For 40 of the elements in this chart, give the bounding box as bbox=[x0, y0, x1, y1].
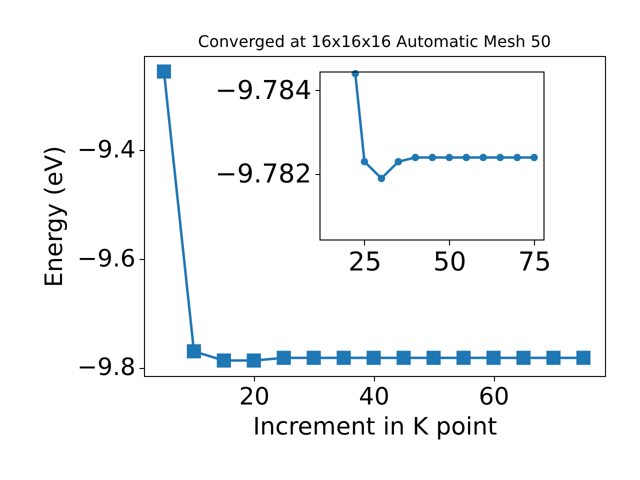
point bbox=[486, 350, 501, 365]
point bbox=[276, 350, 291, 365]
y-axis-title: Energy (eV) bbox=[40, 146, 68, 288]
point bbox=[186, 344, 201, 358]
y-tick-label: −9.784 bbox=[215, 76, 312, 106]
x-tick-label: 75 bbox=[518, 248, 552, 278]
point bbox=[216, 353, 231, 368]
point bbox=[396, 350, 411, 365]
point bbox=[462, 154, 470, 162]
x-tick-label: 40 bbox=[358, 382, 390, 410]
point bbox=[336, 350, 351, 365]
point bbox=[446, 154, 454, 162]
x-axis-title: Increment in K point bbox=[252, 412, 498, 440]
x-tick-label: 25 bbox=[348, 248, 382, 278]
point bbox=[496, 154, 504, 162]
point bbox=[378, 174, 386, 182]
point bbox=[480, 154, 487, 162]
point bbox=[366, 350, 381, 365]
point bbox=[426, 350, 441, 365]
point bbox=[456, 350, 471, 365]
point bbox=[246, 353, 261, 368]
y-tick-label: −9.782 bbox=[215, 160, 312, 190]
y-tick-label: −9.8 bbox=[77, 353, 136, 382]
chart-title: Converged at 16x16x16 Automatic Mesh 50 bbox=[198, 32, 551, 51]
point bbox=[513, 154, 521, 162]
point bbox=[546, 350, 561, 365]
x-tick-label: 50 bbox=[433, 248, 466, 278]
y-tick-label: −9.4 bbox=[77, 135, 136, 164]
point bbox=[306, 350, 321, 365]
x-tick-label: 60 bbox=[478, 382, 510, 410]
point bbox=[360, 158, 368, 166]
point bbox=[530, 154, 538, 162]
x-tick-label: 20 bbox=[239, 382, 270, 410]
point bbox=[516, 350, 531, 365]
point bbox=[394, 158, 402, 166]
point bbox=[156, 64, 172, 79]
point bbox=[428, 154, 436, 162]
point bbox=[576, 350, 590, 365]
point bbox=[412, 154, 420, 162]
y-tick-label: −9.6 bbox=[77, 244, 136, 272]
